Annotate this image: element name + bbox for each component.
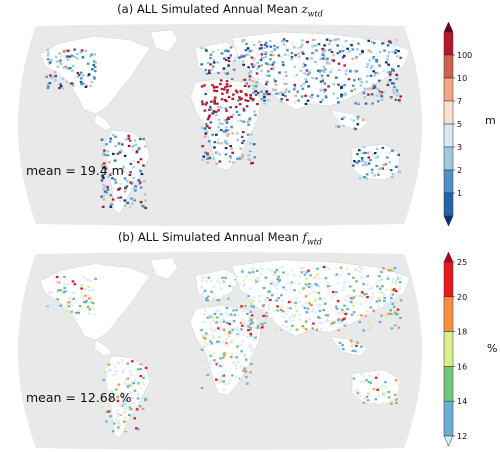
panel-a-title-var: z (301, 2, 308, 16)
north-america-landmass (39, 263, 151, 341)
central-america-landmass (93, 339, 113, 357)
colorbar-extend-max (443, 21, 454, 33)
africa-landmass (189, 304, 263, 396)
colorbar-segment (443, 261, 454, 298)
colorbar-tick-label: 12 (457, 432, 467, 441)
south-america-landmass (103, 355, 151, 439)
colorbar-segment (443, 169, 454, 194)
panel-b-title: (b) ALL Simulated Annual Mean fwtd (0, 230, 440, 246)
panel-a-colorbar: 1 2 3 5 7 10 100 (443, 21, 472, 227)
colorbar-segment (443, 31, 454, 56)
colorbar-tick-label: 2 (457, 166, 462, 175)
panel-a-title-text: (a) ALL Simulated Annual Mean (117, 2, 302, 16)
panel-a-title-sub: wtd (307, 9, 323, 19)
colorbar-segment (443, 296, 454, 332)
simulated-field-cells (45, 38, 403, 210)
colorbar-extend-max (443, 251, 454, 263)
colorbar-segment (443, 100, 454, 125)
colorbar-tick-label: 5 (457, 120, 462, 129)
colorbar-segment (443, 400, 454, 437)
colorbar-segment (443, 77, 454, 102)
central-america-landmass (93, 113, 113, 131)
simulated-field-cells (45, 265, 403, 435)
panel-b-colorbar: 12 14 16 18 20 25 (443, 251, 467, 447)
panel-b-title-var: f (302, 230, 307, 244)
colorbar-tick-label: 10 (457, 74, 467, 83)
europe-landmass (194, 269, 241, 302)
colorbar-segment (443, 123, 454, 148)
colorbar-tick-label: 20 (457, 293, 467, 302)
south-america-landmass (103, 129, 151, 215)
greenland-landmass (149, 29, 179, 53)
panel-a: (a) ALL Simulated Annual Mean zwtd mean … (0, 0, 500, 227)
panel-a-mean-label: mean = 19.4 m (26, 163, 124, 178)
panel-a-unit: m (485, 114, 496, 127)
colorbar-tick-label: 100 (457, 51, 472, 60)
colorbar-extend-min (443, 435, 454, 447)
greenland-landmass (149, 257, 179, 280)
colorbar-tick-label: 18 (457, 328, 467, 337)
colorbar-tick-label: 14 (457, 397, 467, 406)
colorbar-segment (443, 146, 454, 171)
australia-landmass (351, 369, 401, 406)
panel-b-mean-label: mean = 12.68 % (26, 390, 132, 405)
colorbar-segment (443, 366, 454, 402)
colorbar-segment (443, 192, 454, 217)
panel-b-title-sub: wtd (306, 237, 323, 247)
colorbar-tick-label: 25 (457, 258, 467, 267)
water-table-depth-map (17, 24, 423, 226)
panel-b: (b) ALL Simulated Annual Mean fwtd mean … (0, 228, 500, 450)
colorbar-tick-label: 7 (457, 97, 462, 106)
water-table-fraction-map (17, 252, 423, 450)
colorbar-tick-label: 3 (457, 143, 462, 152)
colorbar-segment (443, 54, 454, 79)
colorbar-extend-min (443, 215, 454, 227)
panel-b-unit: % (487, 342, 498, 355)
colorbar-segment (443, 331, 454, 367)
colorbar-tick-label: 16 (457, 362, 467, 371)
colorbar-tick-label: 1 (457, 189, 462, 198)
panel-a-title: (a) ALL Simulated Annual Mean zwtd (0, 2, 440, 18)
panel-b-title-text: (b) ALL Simulated Annual Mean (117, 230, 303, 244)
